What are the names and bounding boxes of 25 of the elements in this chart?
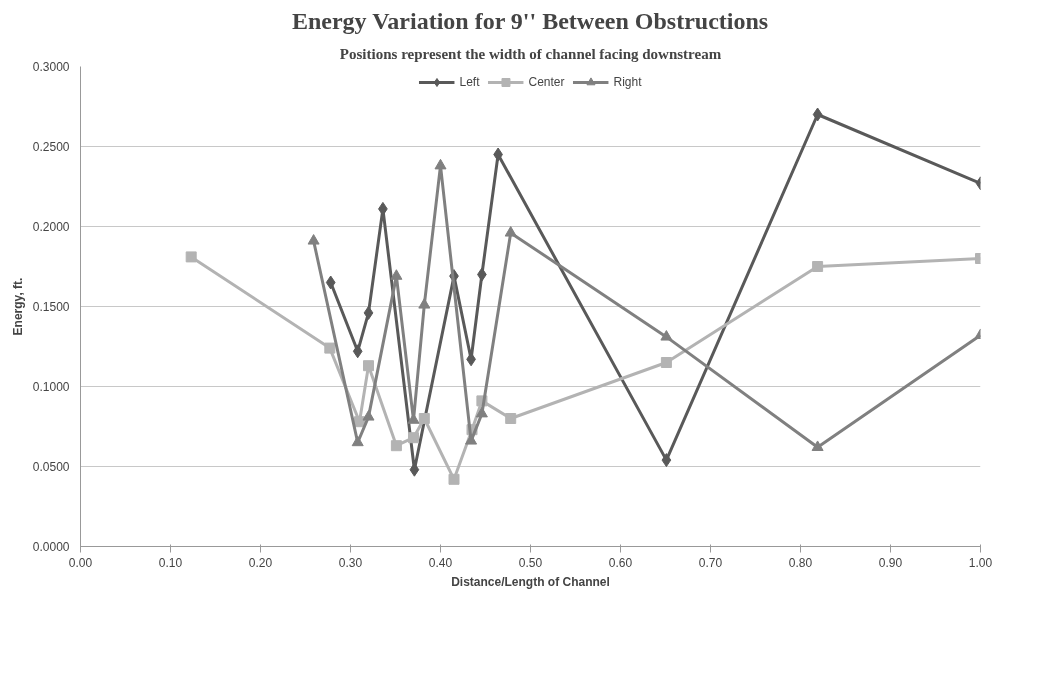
legend-label: Center <box>528 75 565 89</box>
y-tick-label: 0.0000 <box>32 540 70 554</box>
chart-title: Energy Variation for 9'' Between Obstructions <box>291 7 769 34</box>
x-tick-label: 0.70 <box>698 555 723 570</box>
y-tick-label: 0.1000 <box>32 380 70 394</box>
x-tick-label: 0.50 <box>518 555 543 570</box>
x-tick-label: 0.30 <box>338 555 363 570</box>
legend-label: Right <box>613 75 642 89</box>
x-tick-label: 0.90 <box>878 555 903 570</box>
y-tick-label: 0.0500 <box>32 460 70 474</box>
x-tick-label: 1.00 <box>968 555 993 570</box>
legend-label: Left <box>459 75 480 89</box>
x-axis-title: Distance/Length of Channel <box>451 574 610 589</box>
x-tick-label: 0.40 <box>428 555 453 570</box>
chart-subtitle: Positions represent the width of channel facing downstream <box>339 45 722 62</box>
y-tick-label: 0.2500 <box>32 140 70 154</box>
y-tick-label: 0.3000 <box>32 60 70 74</box>
y-axis-title: Energy, ft. <box>10 277 25 336</box>
x-tick-label: 0.80 <box>788 555 813 570</box>
x-tick-label: 0.20 <box>248 555 273 570</box>
x-tick-label: 0.00 <box>68 555 93 570</box>
y-tick-label: 0.2000 <box>32 220 70 234</box>
y-tick-label: 0.1500 <box>32 300 70 314</box>
x-tick-label: 0.60 <box>608 555 633 570</box>
x-tick-label: 0.10 <box>158 555 183 570</box>
